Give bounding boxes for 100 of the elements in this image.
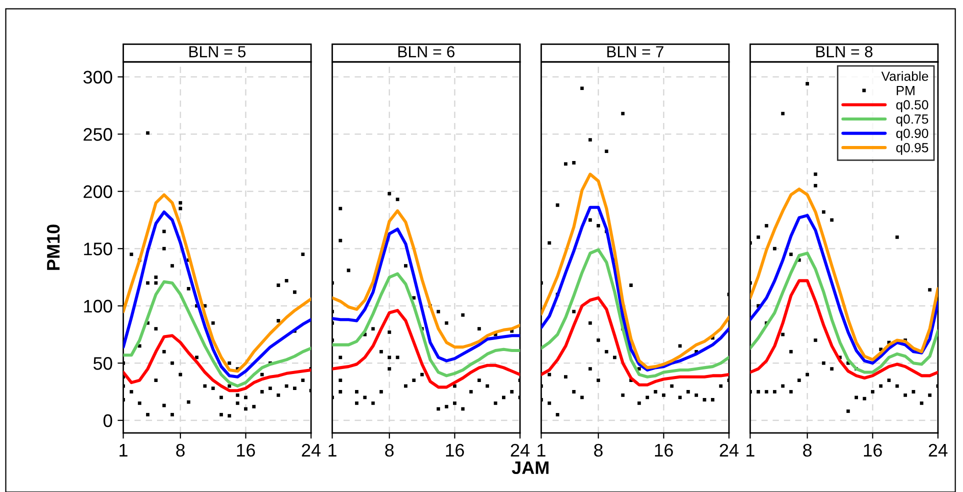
chart-title: BLN = 5	[189, 46, 246, 58]
point	[612, 356, 616, 360]
point	[444, 404, 448, 408]
point	[548, 372, 552, 376]
point	[510, 390, 514, 394]
point	[388, 330, 392, 334]
point	[420, 372, 424, 376]
point	[469, 390, 473, 394]
point	[862, 396, 866, 400]
point	[556, 203, 560, 207]
line-series	[123, 334, 312, 392]
legend-label: PM	[896, 86, 914, 96]
y-tick-label: 200	[84, 185, 112, 198]
point	[912, 390, 916, 394]
point	[404, 384, 408, 388]
point	[346, 268, 350, 272]
point	[436, 310, 440, 314]
point	[461, 407, 465, 411]
point	[338, 206, 342, 210]
point	[895, 235, 899, 239]
point	[363, 396, 367, 400]
point	[380, 390, 383, 394]
legend-label: q0.75	[896, 114, 928, 126]
point	[662, 393, 666, 397]
point	[380, 350, 383, 354]
point	[830, 367, 834, 371]
point	[928, 288, 932, 292]
point	[355, 401, 358, 405]
point	[404, 264, 408, 268]
x-tick-label: 24	[720, 444, 739, 456]
x-tick-label: 8	[803, 444, 812, 457]
point	[629, 284, 633, 287]
point	[806, 372, 810, 376]
point	[477, 378, 481, 382]
point	[920, 401, 924, 405]
point	[388, 356, 392, 360]
y-tick-label: 250	[84, 128, 112, 141]
point	[678, 344, 682, 348]
point	[781, 332, 785, 336]
x-tick-label: 8	[594, 444, 603, 457]
point	[371, 401, 375, 405]
point	[621, 393, 625, 397]
point	[895, 384, 899, 388]
legend-title: Variable	[881, 71, 928, 81]
point	[588, 321, 592, 325]
point	[338, 356, 342, 360]
point	[604, 150, 608, 153]
y-tick-label: 50	[93, 357, 112, 370]
point	[772, 246, 776, 250]
point	[781, 112, 785, 116]
point	[854, 396, 858, 400]
x-tick-label: 1	[120, 444, 128, 456]
point	[338, 378, 342, 382]
point	[646, 396, 650, 400]
point	[814, 172, 818, 176]
point	[830, 218, 834, 222]
x-tick-label: 24	[928, 444, 948, 456]
x-tick-label: 1	[328, 444, 336, 456]
point	[870, 390, 874, 394]
point	[710, 398, 714, 402]
legend-label: q0.50	[896, 100, 928, 112]
point	[719, 384, 723, 388]
point	[814, 184, 818, 188]
x-tick-label: 1	[746, 444, 754, 456]
point	[756, 235, 760, 239]
chart-title: BLN = 8	[816, 46, 872, 58]
point	[596, 224, 600, 228]
x-tick-label: 8	[385, 444, 394, 457]
point	[596, 338, 600, 342]
point	[388, 192, 392, 196]
y-tick-label: 100	[84, 300, 112, 313]
point	[789, 350, 793, 354]
point	[396, 356, 400, 360]
point	[436, 407, 440, 411]
point	[764, 224, 768, 228]
point	[564, 375, 568, 379]
point	[928, 393, 932, 397]
point	[355, 390, 358, 394]
point	[789, 252, 793, 256]
chart-title: BLN = 6	[398, 46, 455, 58]
point	[477, 327, 481, 330]
x-tick-label: 24	[510, 444, 530, 456]
point	[502, 396, 506, 400]
point	[846, 410, 850, 413]
chart-title: BLN = 7	[607, 46, 664, 58]
point	[887, 378, 891, 382]
point	[822, 210, 826, 214]
x-tick-label: 16	[864, 444, 882, 457]
point	[556, 412, 560, 416]
point	[879, 384, 883, 388]
point	[781, 384, 785, 388]
point	[814, 338, 818, 342]
point	[564, 162, 568, 166]
point	[764, 390, 768, 394]
point	[772, 390, 776, 394]
x-tick-label: 16	[446, 444, 464, 457]
point	[789, 390, 793, 394]
point	[572, 161, 576, 164]
point	[702, 398, 706, 402]
line-series	[123, 280, 312, 388]
